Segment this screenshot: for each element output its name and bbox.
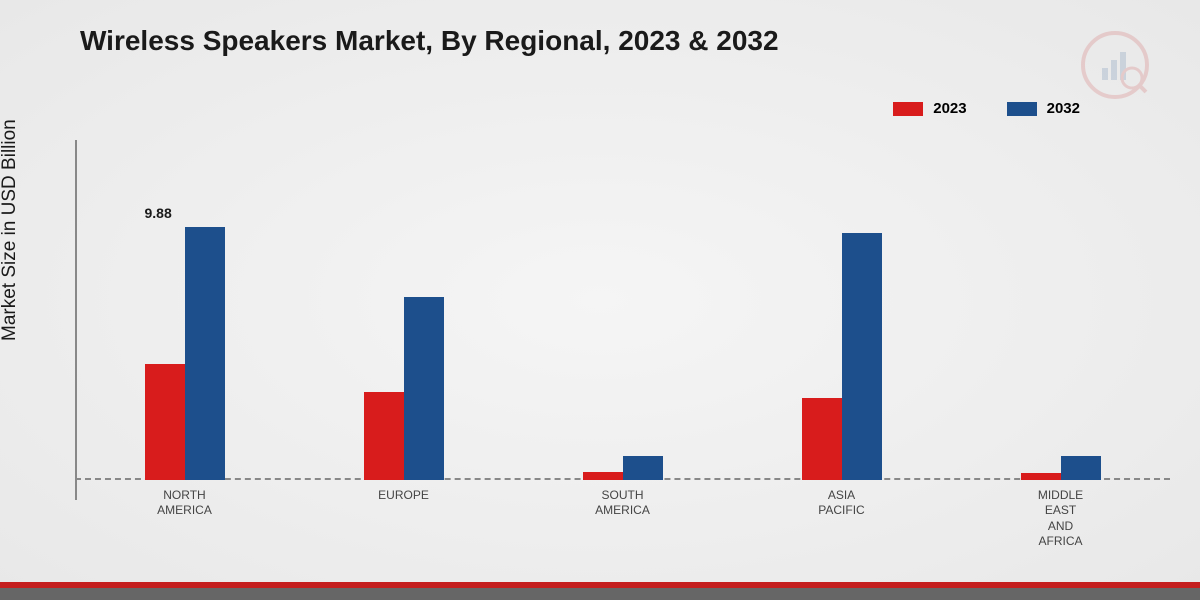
bar-group: [1021, 456, 1101, 480]
footer-bar: [0, 588, 1200, 600]
legend-label-2032: 2032: [1047, 100, 1080, 117]
x-axis-label: EUROPE: [344, 488, 464, 550]
bar: [1021, 473, 1061, 480]
bar: [623, 456, 663, 480]
bar-value-label: 9.88: [145, 205, 172, 360]
bar-group: [583, 456, 663, 480]
bar: [404, 297, 444, 480]
y-axis-label: Market Size in USD Billion: [0, 119, 21, 341]
bar-group: [364, 297, 444, 480]
bars-container: 9.88: [75, 150, 1170, 480]
bar-group: 9.88: [145, 227, 225, 480]
legend-label-2023: 2023: [933, 100, 966, 117]
legend-swatch-2032: [1007, 102, 1037, 116]
x-axis-label: NORTHAMERICA: [125, 488, 245, 550]
bar: [364, 392, 404, 480]
x-axis-label: ASIAPACIFIC: [782, 488, 902, 550]
legend: 2023 2032: [893, 100, 1080, 117]
bar: [842, 233, 882, 481]
bar: [185, 227, 225, 480]
bar: [583, 472, 623, 480]
bar-group: [802, 233, 882, 481]
x-labels: NORTHAMERICA EUROPE SOUTHAMERICA ASIAPACIFI…: [75, 488, 1170, 550]
legend-swatch-2023: [893, 102, 923, 116]
bar: [1061, 456, 1101, 480]
bar: [145, 364, 185, 480]
chart-area: 9.88: [75, 150, 1170, 480]
watermark-logo: [1080, 30, 1150, 100]
legend-item-2023: 2023: [893, 100, 966, 117]
x-axis-label: MIDDLEEASTANDAFRICA: [1001, 488, 1121, 550]
x-axis-label: SOUTHAMERICA: [563, 488, 683, 550]
chart-title: Wireless Speakers Market, By Regional, 2…: [80, 25, 779, 57]
legend-item-2032: 2032: [1007, 100, 1080, 117]
bar: [802, 398, 842, 481]
